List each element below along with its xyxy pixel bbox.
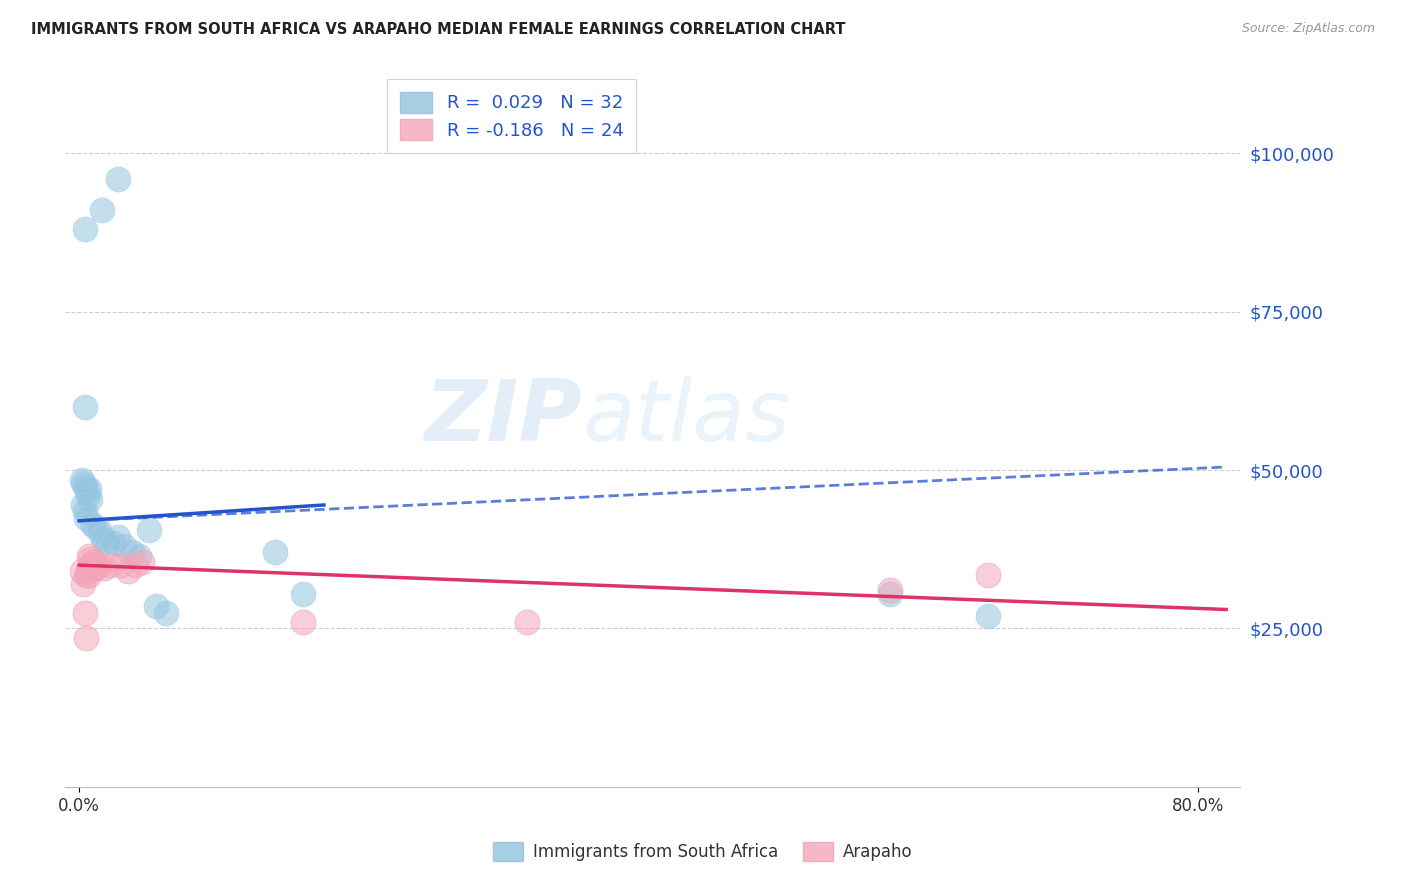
Point <box>79 491 101 506</box>
Point <box>76 565 98 579</box>
Point <box>96 536 118 550</box>
Point <box>72 498 94 512</box>
Point <box>128 549 150 563</box>
Point <box>73 606 96 620</box>
Point <box>145 599 167 614</box>
Point <box>117 565 139 579</box>
Text: IMMIGRANTS FROM SOUTH AFRICA VS ARAPAHO MEDIAN FEMALE EARNINGS CORRELATION CHART: IMMIGRANTS FROM SOUTH AFRICA VS ARAPAHO … <box>31 22 845 37</box>
Point <box>124 558 146 573</box>
Point <box>516 615 538 629</box>
Point <box>75 510 97 524</box>
Point <box>75 482 97 496</box>
Point <box>93 561 115 575</box>
Point <box>879 587 901 601</box>
Point <box>879 583 901 598</box>
Point <box>77 549 100 563</box>
Point <box>84 561 107 575</box>
Point <box>98 558 121 573</box>
Point <box>77 567 100 582</box>
Point <box>121 545 143 559</box>
Point <box>72 475 94 490</box>
Point <box>291 615 314 629</box>
Point <box>73 479 96 493</box>
Point <box>72 577 94 591</box>
Point <box>977 608 1000 623</box>
Point <box>107 171 129 186</box>
Point <box>75 567 97 582</box>
Point <box>73 504 96 518</box>
Point <box>90 203 112 218</box>
Legend: Immigrants from South Africa, Arapaho: Immigrants from South Africa, Arapaho <box>486 835 920 868</box>
Point <box>83 520 105 534</box>
Point <box>93 533 115 547</box>
Point <box>138 524 160 538</box>
Point <box>264 545 287 559</box>
Point <box>70 565 93 579</box>
Text: ZIP: ZIP <box>425 376 582 459</box>
Point <box>291 587 314 601</box>
Point <box>107 530 129 544</box>
Point <box>73 400 96 414</box>
Point <box>76 488 98 502</box>
Point <box>79 551 101 566</box>
Point <box>977 567 1000 582</box>
Point <box>87 558 110 573</box>
Text: atlas: atlas <box>582 376 790 459</box>
Point <box>83 558 105 573</box>
Point <box>77 482 100 496</box>
Point <box>155 606 177 620</box>
Point <box>131 555 153 569</box>
Point <box>112 539 135 553</box>
Point <box>110 558 132 573</box>
Point <box>80 516 103 531</box>
Point <box>101 536 124 550</box>
Point <box>82 555 104 569</box>
Point <box>80 558 103 573</box>
Point <box>70 473 93 487</box>
Point <box>87 524 110 538</box>
Point <box>73 222 96 236</box>
Legend: R =  0.029   N = 32, R = -0.186   N = 24: R = 0.029 N = 32, R = -0.186 N = 24 <box>387 79 636 153</box>
Point <box>75 631 97 645</box>
Text: Source: ZipAtlas.com: Source: ZipAtlas.com <box>1241 22 1375 36</box>
Point <box>90 530 112 544</box>
